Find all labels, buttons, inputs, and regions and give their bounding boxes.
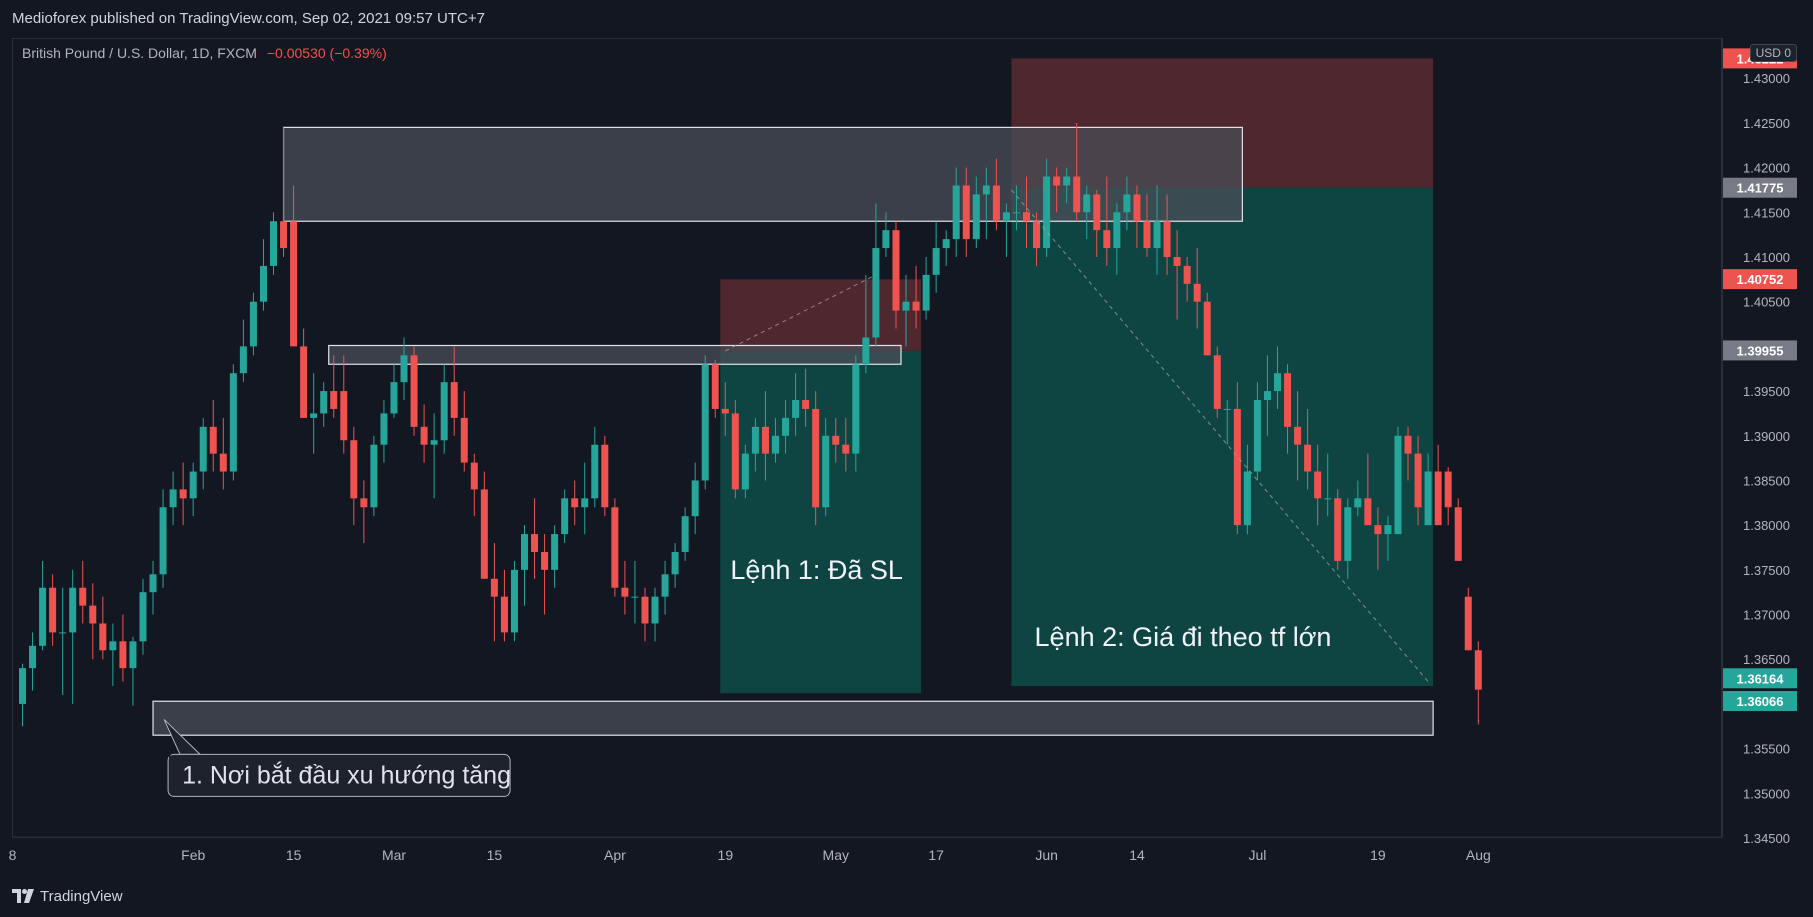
x-tick-label: Jun xyxy=(1035,847,1058,863)
currency-button[interactable]: USD 0 xyxy=(1749,44,1797,62)
x-tick-label: Jul xyxy=(1249,847,1267,863)
price-scale[interactable] xyxy=(1722,38,1813,838)
x-tick-label: 8 xyxy=(9,847,17,863)
chart-pane[interactable] xyxy=(12,38,1722,838)
symbol-legend[interactable]: British Pound / U.S. Dollar, 1D, FXCM −0… xyxy=(22,44,387,62)
publisher-bar: Medioforex published on TradingView.com,… xyxy=(0,0,1813,38)
currency-label: USD xyxy=(1755,46,1781,60)
x-tick-label: 15 xyxy=(487,847,503,863)
footer-brand: TradingView xyxy=(40,887,123,905)
x-tick-label: Apr xyxy=(604,847,626,863)
currency-suffix: 0 xyxy=(1784,46,1791,60)
x-tick-label: 15 xyxy=(286,847,302,863)
publisher-line: Medioforex published on TradingView.com,… xyxy=(12,10,485,27)
price-change: −0.00530 (−0.39%) xyxy=(266,45,387,61)
tradingview-logo[interactable]: TradingView xyxy=(12,888,123,905)
footer: TradingView xyxy=(0,875,1813,917)
x-tick-label: 14 xyxy=(1129,847,1145,863)
x-tick-label: 17 xyxy=(928,847,944,863)
x-tick-label: Mar xyxy=(382,847,406,863)
symbol-name: British Pound / U.S. Dollar, 1D, FXCM xyxy=(22,45,257,61)
x-tick-label: Aug xyxy=(1466,847,1491,863)
x-axis-layer: 8 Feb 15 Mar 15 Apr 19 May 17 Jun 14 Jul 19 Aug xyxy=(9,836,1722,863)
x-tick-label: 19 xyxy=(718,847,734,863)
x-tick-label: May xyxy=(823,847,849,863)
tradingview-logo-icon xyxy=(12,889,34,903)
x-tick-label: Feb xyxy=(181,847,205,863)
x-tick-label: 19 xyxy=(1370,847,1386,863)
